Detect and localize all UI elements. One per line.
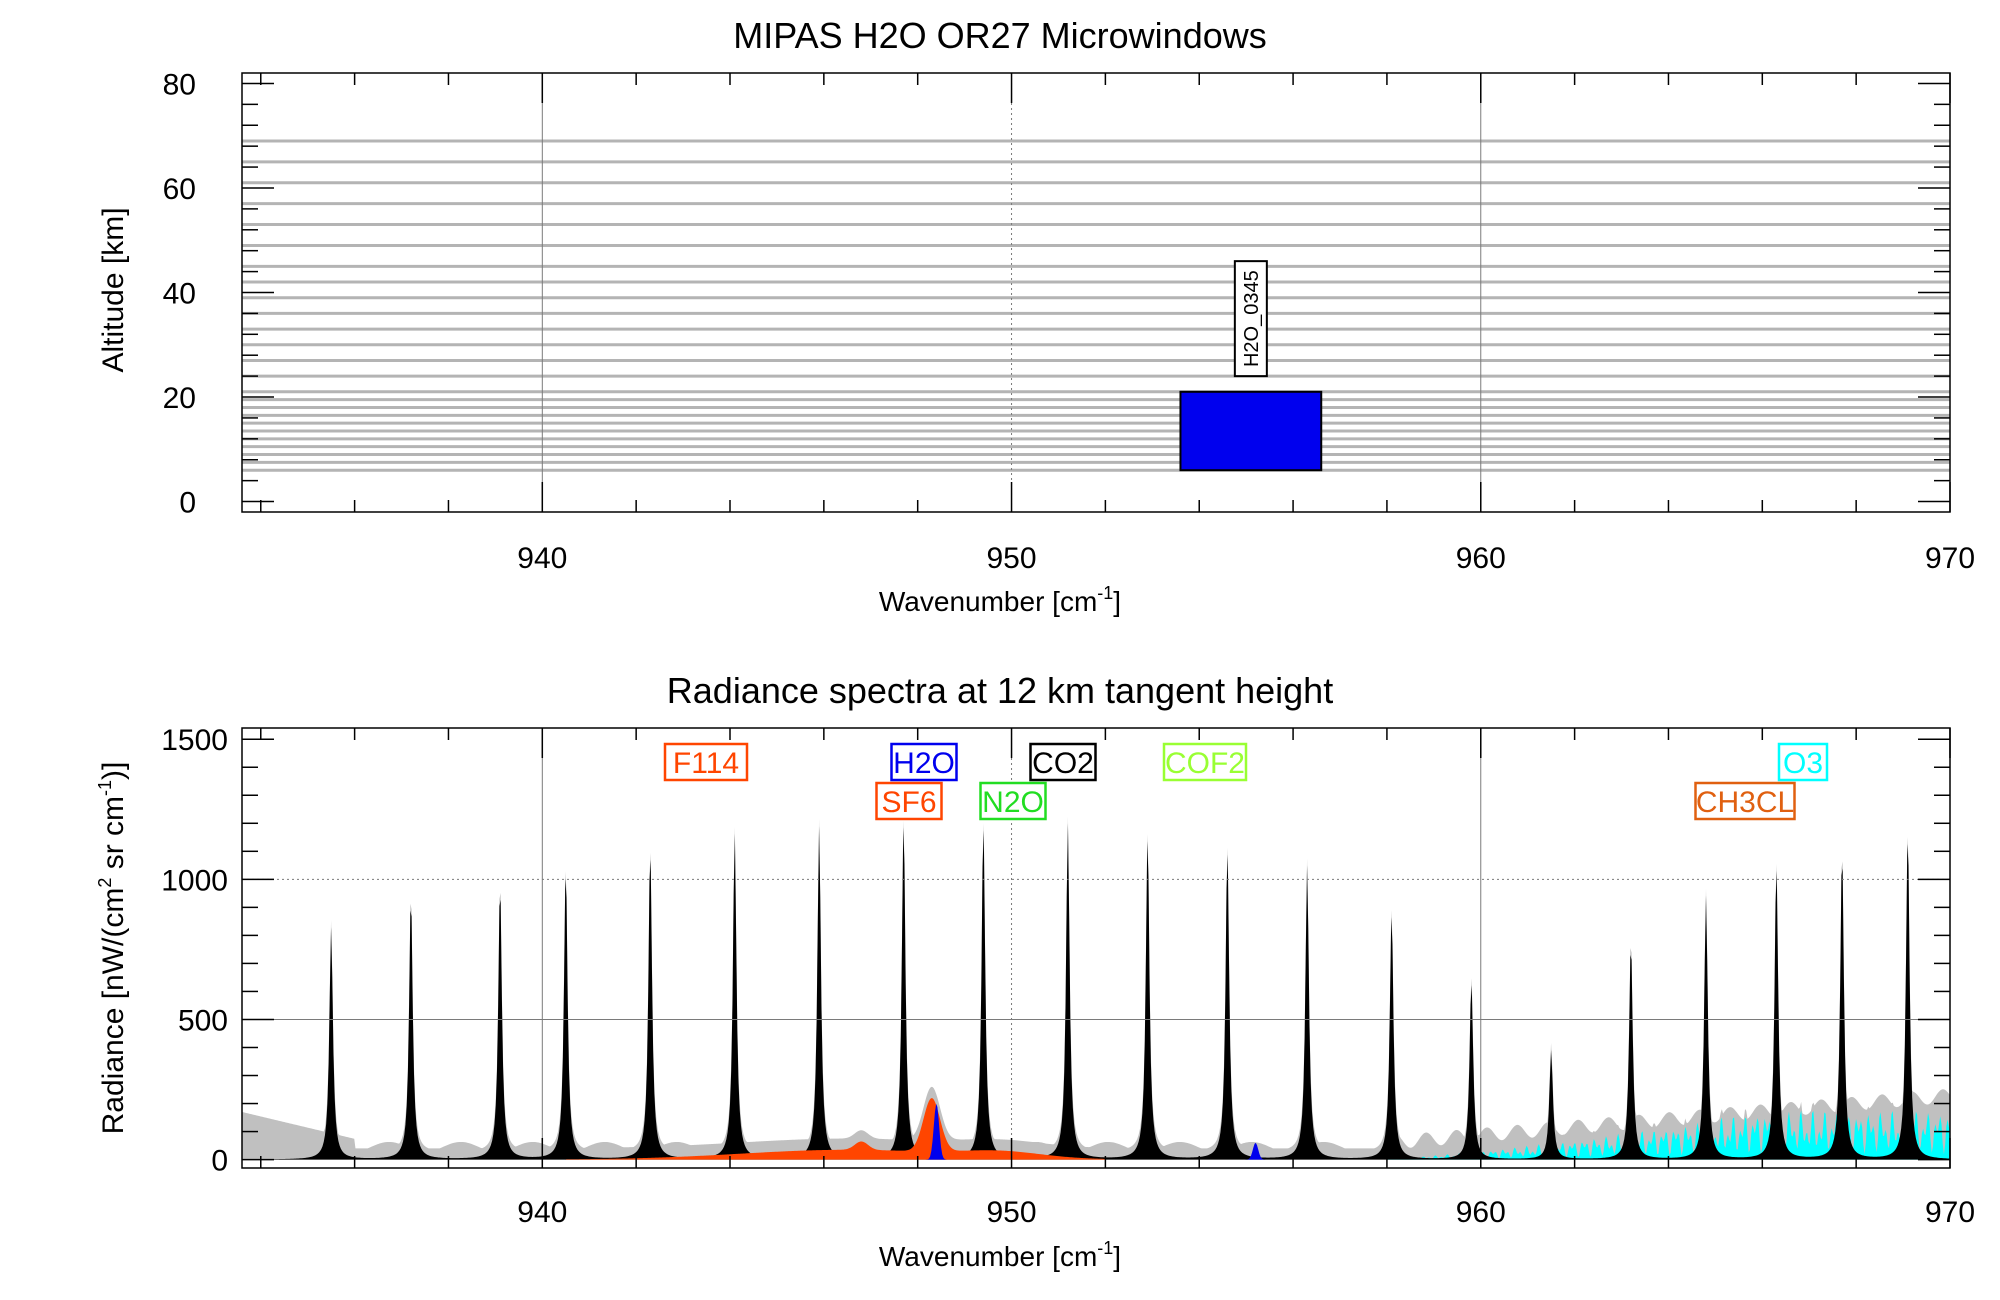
top-y-axis-label: Altitude [km] bbox=[97, 207, 130, 372]
radiance-panel: Radiance spectra at 12 km tangent height… bbox=[95, 670, 1975, 1272]
y-tick-label: 500 bbox=[178, 1004, 228, 1037]
tangent-altitude-lines bbox=[242, 139, 1950, 472]
bottom-x-axis-label: Wavenumber [cm-1] bbox=[879, 1238, 1121, 1272]
microwindow-bars: H2O_0345 bbox=[1179, 260, 1323, 472]
y-tick-label: 60 bbox=[163, 173, 196, 206]
legend-box bbox=[1162, 742, 1248, 782]
legend-box bbox=[1029, 742, 1097, 782]
legend-label-o3: O3 bbox=[1783, 747, 1823, 780]
microwindow-label: H2O_0345 bbox=[1241, 270, 1263, 367]
legend-box bbox=[1777, 742, 1829, 782]
y-tick-label: 0 bbox=[211, 1145, 228, 1178]
x-tick-label: 950 bbox=[987, 1196, 1037, 1229]
legend-label-sf6: SF6 bbox=[881, 786, 936, 819]
x-tick-label: 970 bbox=[1925, 542, 1975, 575]
y-tick-label: 1000 bbox=[161, 864, 228, 897]
legend-label-h2o: H2O bbox=[893, 747, 955, 780]
legend-box bbox=[663, 742, 749, 782]
gas-legend: F114 H2O CO2 COF2 O3 SF6 N2O CH3CL bbox=[663, 742, 1829, 821]
legend-label-f114: F114 bbox=[673, 747, 739, 780]
microwindow-label-box bbox=[1233, 260, 1268, 378]
x-tick-label: 940 bbox=[517, 1196, 567, 1229]
y-tick-label: 40 bbox=[163, 278, 196, 311]
microwindow-bar bbox=[1179, 390, 1323, 472]
x-tick-label: 950 bbox=[987, 542, 1037, 575]
x-tick-label: 960 bbox=[1456, 1196, 1506, 1229]
legend-box bbox=[890, 742, 958, 782]
legend-label-co2: CO2 bbox=[1032, 747, 1094, 780]
bottom-y-axis-label: Radiance [nW/(cm2 sr cm-1)] bbox=[95, 762, 130, 1135]
legend-box bbox=[979, 781, 1047, 821]
y-tick-label: 20 bbox=[163, 382, 196, 415]
altitude-panel: MIPAS H2O OR27 Microwindows H2O_0345 0 20… bbox=[97, 15, 1975, 617]
bottom-plot-frame bbox=[241, 727, 1951, 1169]
y-tick-label: 1500 bbox=[161, 724, 228, 757]
bottom-chart-title: Radiance spectra at 12 km tangent height bbox=[667, 670, 1333, 711]
bottom-gridlines bbox=[242, 728, 1950, 1168]
co2-spectrum-area bbox=[242, 823, 1950, 1160]
legend-label-ch3cl: CH3CL bbox=[1696, 786, 1794, 819]
x-tick-label: 970 bbox=[1925, 1196, 1975, 1229]
bottom-axes: 0 500 1000 1500 940 950 960 970 bbox=[161, 724, 1975, 1229]
legend-box bbox=[875, 781, 943, 821]
top-chart-title: MIPAS H2O OR27 Microwindows bbox=[733, 15, 1266, 56]
x-tick-label: 960 bbox=[1456, 542, 1506, 575]
x-tick-label: 940 bbox=[517, 542, 567, 575]
y-tick-label: 80 bbox=[163, 68, 196, 101]
y-tick-label: 0 bbox=[179, 487, 196, 520]
top-axes: 0 20 40 60 80 940 950 960 970 bbox=[163, 68, 1975, 575]
top-gridlines bbox=[541, 73, 1482, 512]
radiance-spectra bbox=[242, 816, 1950, 1160]
legend-label-cof2: COF2 bbox=[1165, 747, 1245, 780]
legend-box bbox=[1694, 781, 1796, 821]
legend-label-n2o: N2O bbox=[982, 786, 1044, 819]
top-x-axis-label: Wavenumber [cm-1] bbox=[879, 583, 1121, 617]
